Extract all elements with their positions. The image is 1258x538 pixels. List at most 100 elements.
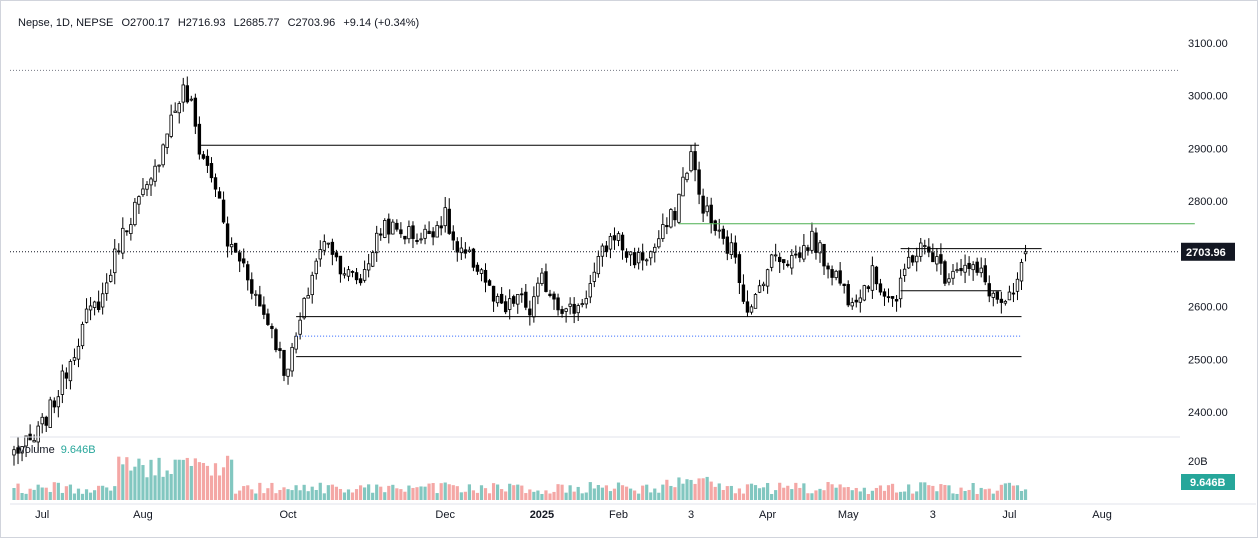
volume-bar (242, 486, 246, 500)
candle-body (294, 335, 298, 350)
volume-bar (270, 482, 274, 500)
volume-bar (673, 487, 677, 500)
candle-body (237, 252, 242, 262)
volume-bar (137, 458, 141, 500)
volume-bar (338, 488, 343, 500)
last-volume-badge (1181, 474, 1235, 490)
volume-bar (685, 479, 689, 500)
volume-bar (959, 487, 963, 500)
candle-body (995, 291, 1000, 300)
candle-body (544, 271, 548, 292)
candle-body (92, 301, 97, 308)
volume-bar (36, 484, 40, 500)
volume-bar (858, 491, 862, 500)
candle-body (233, 242, 238, 253)
volume-bar (524, 493, 528, 500)
volume-bar (713, 486, 717, 500)
volume-bar (282, 487, 286, 500)
volume-bar (915, 491, 919, 500)
volume-bar (258, 482, 262, 500)
volume-bar (770, 493, 774, 500)
candle-body (991, 292, 995, 298)
volume-bar (48, 491, 52, 500)
volume-bar (500, 489, 504, 500)
candle-body (435, 225, 439, 238)
volume-bar (169, 473, 173, 500)
candle-body (620, 234, 625, 251)
candle-body (697, 169, 701, 195)
candle-body (967, 262, 971, 269)
volume-bar (870, 490, 874, 500)
volume-bar (886, 485, 891, 500)
candle-body (902, 268, 907, 276)
candle-body (657, 238, 661, 248)
volume-bar (826, 482, 830, 500)
volume-bar (129, 470, 133, 500)
candle-body (274, 329, 278, 351)
volume-bar (790, 489, 794, 500)
volume-bar (286, 489, 290, 500)
candle-body (846, 284, 850, 306)
volume-bar (733, 493, 737, 500)
volume-bar (121, 464, 125, 500)
candle-body (366, 263, 371, 271)
volume-bar (745, 484, 750, 500)
volume-label: Volume (18, 444, 55, 456)
candle-body (790, 255, 794, 269)
candle-body (72, 357, 77, 361)
candle-body (955, 269, 959, 272)
candle-body (447, 208, 451, 234)
volume-bar (874, 487, 879, 500)
candle-body (310, 274, 314, 296)
volume-bar (701, 478, 705, 500)
candle-body (56, 396, 61, 408)
candle-body (717, 229, 721, 232)
candle-body (475, 264, 480, 272)
volume-bar (943, 484, 947, 500)
candle-body (616, 233, 621, 241)
volume-bar (12, 488, 16, 500)
volume-bar (379, 486, 383, 500)
candle-body (532, 296, 536, 318)
candle-body (354, 272, 359, 281)
volume-bar (894, 492, 899, 500)
candle-body (931, 252, 935, 263)
volume-bar (451, 485, 455, 500)
candle-body (250, 279, 254, 294)
candle-body (100, 293, 105, 308)
candle-body (258, 294, 262, 307)
candle-body (959, 268, 963, 272)
volume-bar (447, 484, 451, 500)
candle-body (661, 224, 665, 239)
x-tick-label: 3 (688, 509, 694, 521)
candle-body (338, 255, 343, 275)
candle-body (548, 293, 552, 296)
candle-body (830, 269, 834, 278)
volume-bar (725, 486, 729, 500)
volume-bar (314, 489, 318, 500)
x-tick-label: Aug (133, 509, 153, 521)
candle-body (689, 151, 693, 172)
candle-body (757, 285, 762, 293)
volume-bar (60, 492, 64, 500)
volume-bar (459, 492, 463, 500)
candle-body (306, 295, 310, 299)
volume-bar (717, 483, 721, 500)
candle-body (177, 103, 181, 114)
candle-body (387, 218, 391, 235)
candle-body (564, 308, 568, 312)
volume-bar (657, 492, 661, 500)
volume-bar (508, 483, 512, 500)
volume-bar (383, 492, 387, 500)
candle-body (794, 253, 798, 256)
volume-bar (548, 493, 552, 500)
volume-bar (653, 488, 657, 500)
volume-bar (342, 492, 347, 500)
volume-bar (32, 489, 36, 500)
candle-body (524, 291, 528, 308)
candle-body (84, 308, 89, 323)
candle-body (600, 245, 605, 257)
candle-body (145, 184, 149, 190)
candle-body (225, 223, 230, 247)
